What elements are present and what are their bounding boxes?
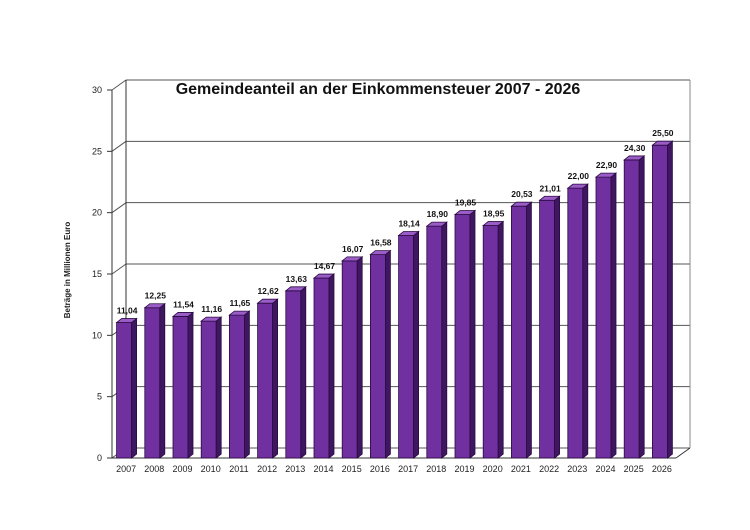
x-tick-label: 2024 (595, 464, 615, 474)
bar (425, 221, 448, 459)
data-label: 18,95 (483, 209, 505, 219)
data-label: 11,04 (117, 306, 138, 316)
bar (369, 249, 392, 459)
y-tick-labels: 0 5 10 15 20 25 30 (92, 85, 102, 463)
x-tick-label: 2023 (567, 464, 587, 474)
data-label: 19,85 (455, 198, 477, 208)
data-label: 16,58 (370, 238, 392, 248)
bars (115, 140, 674, 459)
data-label: 11,65 (229, 298, 250, 308)
floor-edge (675, 447, 691, 459)
bar (510, 201, 533, 459)
y-tick-label: 15 (92, 269, 102, 279)
bar (566, 183, 589, 459)
bar (651, 140, 674, 459)
data-label: 25,50 (652, 128, 674, 138)
x-tick-label: 2009 (172, 464, 192, 474)
bar (341, 256, 364, 459)
data-label: 21,01 (539, 183, 561, 193)
bar (623, 155, 646, 459)
data-label: 18,14 (398, 218, 420, 228)
x-tick-label: 2017 (398, 464, 418, 474)
x-tick-label: 2015 (342, 464, 362, 474)
gridline (111, 79, 690, 91)
data-label: 16,07 (342, 244, 364, 254)
bar (200, 316, 223, 459)
data-label: 22,00 (568, 171, 590, 181)
y-tick-label: 5 (97, 392, 102, 402)
data-label: 20,53 (511, 189, 533, 199)
bar (482, 220, 505, 459)
x-tick-label: 2008 (144, 464, 164, 474)
x-tick-label: 2020 (483, 464, 503, 474)
bar (312, 273, 336, 459)
bar (453, 209, 477, 459)
x-tick-label: 2019 (454, 464, 474, 474)
bar (171, 311, 195, 459)
x-tick-label: 2011 (229, 464, 248, 474)
bar (284, 285, 307, 459)
bar (594, 172, 618, 459)
y-tick-label: 20 (92, 208, 102, 218)
bar (115, 317, 138, 459)
y-tick-label: 25 (92, 146, 102, 156)
y-tick-label: 0 (97, 453, 102, 463)
x-tick-label: 2021 (511, 464, 531, 474)
bar (143, 302, 166, 459)
x-tick-label: 2013 (285, 464, 305, 474)
x-tick-label: 2026 (652, 464, 672, 474)
y-tick-label: 10 (92, 330, 102, 340)
data-label: 12,25 (145, 291, 167, 301)
bar (228, 310, 251, 459)
data-label: 24,30 (624, 143, 646, 153)
x-tick-label: 2016 (370, 464, 390, 474)
data-label: 11,16 (201, 304, 222, 314)
x-tick-label: 2012 (257, 464, 277, 474)
y-axis-label: Beträge in Millionen Euro (63, 222, 72, 319)
x-tick-label: 2018 (426, 464, 446, 474)
y-tick-label: 30 (92, 85, 102, 95)
data-label: 13,63 (286, 274, 308, 284)
x-tick-label: 2025 (624, 464, 644, 474)
data-label: 18,90 (427, 209, 449, 219)
x-tick-label: 2007 (116, 464, 136, 474)
value-labels: 11,04 12,25 11,54 11,16 11,65 12,62 13,63 14,67… (117, 128, 674, 315)
bar (538, 195, 561, 459)
data-label: 14,67 (314, 261, 336, 271)
x-tick-labels: 2007 2008 2009 2010 2011 2012 2013 2014 2015 2016… (116, 464, 672, 474)
gridline (111, 140, 690, 152)
bar (256, 298, 279, 459)
chart-title: Gemeindeanteil an der Einkommensteuer 20… (176, 81, 581, 98)
data-label: 22,90 (596, 160, 618, 170)
x-tick-label: 2010 (201, 464, 221, 474)
bar (397, 230, 420, 459)
data-label: 11,54 (173, 299, 194, 309)
x-tick-label: 2014 (313, 464, 333, 474)
data-label: 12,62 (257, 286, 279, 296)
x-tick-label: 2022 (539, 464, 559, 474)
